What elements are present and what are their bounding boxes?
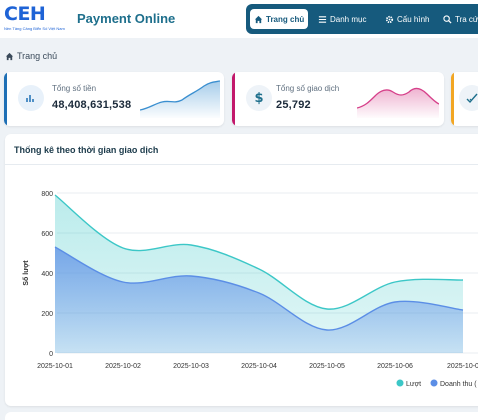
card-accent xyxy=(4,72,7,126)
card-accent xyxy=(451,72,454,126)
stat-label: Tổng số giao dịch xyxy=(276,84,340,93)
nav-item-home[interactable]: Trang chủ xyxy=(250,9,309,29)
y-tick-label: 200 xyxy=(41,311,53,318)
y-tick-label: 0 xyxy=(49,351,53,358)
card-accent xyxy=(232,72,235,126)
series-line-1 xyxy=(54,246,464,331)
y-tick-label: 800 xyxy=(41,191,53,198)
app-title: Payment Online xyxy=(77,11,176,26)
nav-label: Cấu hình xyxy=(397,14,430,24)
y-axis-label: Số lượt xyxy=(22,260,30,286)
main-nav: Trang chủ Danh mục Cấu hình Tra cứ xyxy=(246,4,478,34)
stat-card-third xyxy=(451,72,478,126)
bar-chart-icon xyxy=(18,85,44,111)
app-logo[interactable]: CEH Nền Tảng Cảng Biển Số Việt Nam xyxy=(4,4,76,32)
stat-value: 48,408,631,538 xyxy=(52,99,132,111)
legend-label: Lượt xyxy=(406,381,421,388)
panel-title: Thống kê theo thời gian giao dịch xyxy=(14,145,159,155)
breadcrumb-item-home[interactable]: Trang chủ xyxy=(17,51,58,61)
nav-item-config[interactable]: Cấu hình xyxy=(381,9,433,29)
gear-icon xyxy=(385,15,394,23)
x-tick-label: 2025-10-02 xyxy=(105,363,141,370)
sparkline-amount xyxy=(140,80,220,118)
home-icon xyxy=(254,15,263,23)
dollar-icon: $ xyxy=(246,85,272,111)
divider xyxy=(5,164,478,165)
stat-card-total-transactions: $ Tổng số giao dịch 25,792 xyxy=(232,72,444,126)
next-panel xyxy=(5,412,478,420)
x-tick-label: 2025-10-0 xyxy=(447,363,478,370)
nav-label: Danh mục xyxy=(330,14,367,24)
nav-item-catalog[interactable]: Danh mục xyxy=(314,9,370,29)
legend-swatch xyxy=(430,379,438,387)
legend-swatch xyxy=(396,379,404,387)
nav-item-lookup[interactable]: Tra cứ xyxy=(439,9,478,29)
x-tick-label: 2025-10-03 xyxy=(173,363,209,370)
app-header: CEH Nền Tảng Cảng Biển Số Việt Nam Payme… xyxy=(0,0,478,38)
breadcrumb: Trang chủ xyxy=(5,51,57,61)
stat-value: 25,792 xyxy=(276,99,311,111)
x-tick-label: 2025-10-01 xyxy=(37,363,73,370)
series-line-0 xyxy=(54,194,464,310)
search-icon xyxy=(443,14,452,24)
nav-label: Trang chủ xyxy=(266,14,305,24)
x-tick-label: 2025-10-04 xyxy=(241,363,277,370)
sparkline-transactions xyxy=(357,87,439,118)
stat-label: Tổng số tiền xyxy=(52,84,97,93)
stats-panel: Thống kê theo thời gian giao dịch 0 200 40… xyxy=(5,134,478,406)
x-tick-label: 2025-10-05 xyxy=(309,363,345,370)
home-icon xyxy=(5,52,14,60)
stat-card-total-amount: Tổng số tiền 48,408,631,538 xyxy=(4,72,224,126)
series-area-1 xyxy=(55,247,463,353)
legend-label: Doanh thu ( xyxy=(440,381,477,388)
logo-mark: CEH xyxy=(4,3,46,25)
y-tick-label: 600 xyxy=(41,231,53,238)
nav-label: Tra cứ xyxy=(455,14,478,24)
y-tick-label: 400 xyxy=(41,271,53,278)
check-icon xyxy=(459,85,478,111)
x-tick-label: 2025-10-06 xyxy=(377,363,413,370)
list-icon xyxy=(318,15,327,23)
logo-tagline: Nền Tảng Cảng Biển Số Việt Nam xyxy=(4,26,65,31)
